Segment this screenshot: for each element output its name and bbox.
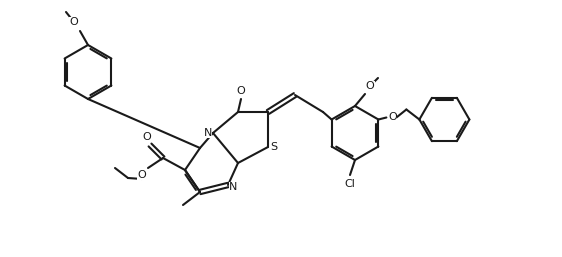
Text: O: O <box>388 113 397 123</box>
Text: N: N <box>229 182 237 192</box>
Text: S: S <box>270 142 278 152</box>
Text: N: N <box>204 128 212 138</box>
Text: O: O <box>70 17 78 27</box>
Text: O: O <box>143 132 151 142</box>
Text: O: O <box>366 81 374 91</box>
Text: O: O <box>138 170 146 180</box>
Text: Cl: Cl <box>345 179 355 189</box>
Text: O: O <box>237 86 246 96</box>
